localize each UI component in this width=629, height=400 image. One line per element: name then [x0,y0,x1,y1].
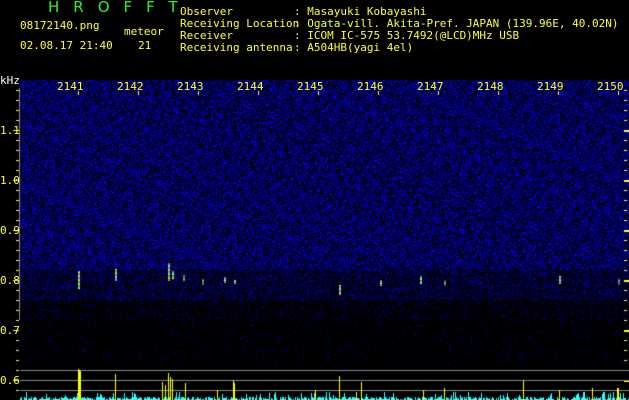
observer-label: Observer [180,5,233,18]
y-tick: 0.9 [0,224,20,237]
app-title: HROFFT [48,0,192,16]
filename: 08172140.png [20,19,100,32]
antenna-value: : A504HB(yagi 4el) [294,41,414,54]
y-tick: 0.8 [0,274,20,287]
time-tick: 2146 [357,80,384,93]
y-tick: 1.0 [0,174,20,187]
antenna-label: Receiving antenna [180,41,293,54]
time-tick: 2141 [57,80,84,93]
time-tick: 2149 [537,80,564,93]
receiver-label: Receiver [180,29,233,42]
time-tick: 2142 [117,80,144,93]
time-tick: 2150 [597,80,624,93]
time-tick: 2145 [297,80,324,93]
y-tick: 0.6 [0,374,20,387]
observer-value: : Masayuki Kobayashi [294,5,427,18]
time-tick: 2143 [177,80,204,93]
time-tick: 2144 [237,80,264,93]
location-label: Receiving Location [180,17,300,30]
time-tick: 2147 [417,80,444,93]
datetime: 02.08.17 21:40 [20,39,113,52]
receiver-value: : ICOM IC-575 53.7492(@LCD)MHz USB [294,29,520,42]
location-value: : Ogata-vill. Akita-Pref. JAPAN (139.96E… [294,17,619,30]
time-tick: 2148 [477,80,504,93]
y-tick: 1.1 [0,124,20,137]
meteor-label: meteor [124,25,164,38]
y-tick: 0.7 [0,324,20,337]
meteor-count: 21 [138,39,152,52]
unit-label: kHz [0,74,20,87]
